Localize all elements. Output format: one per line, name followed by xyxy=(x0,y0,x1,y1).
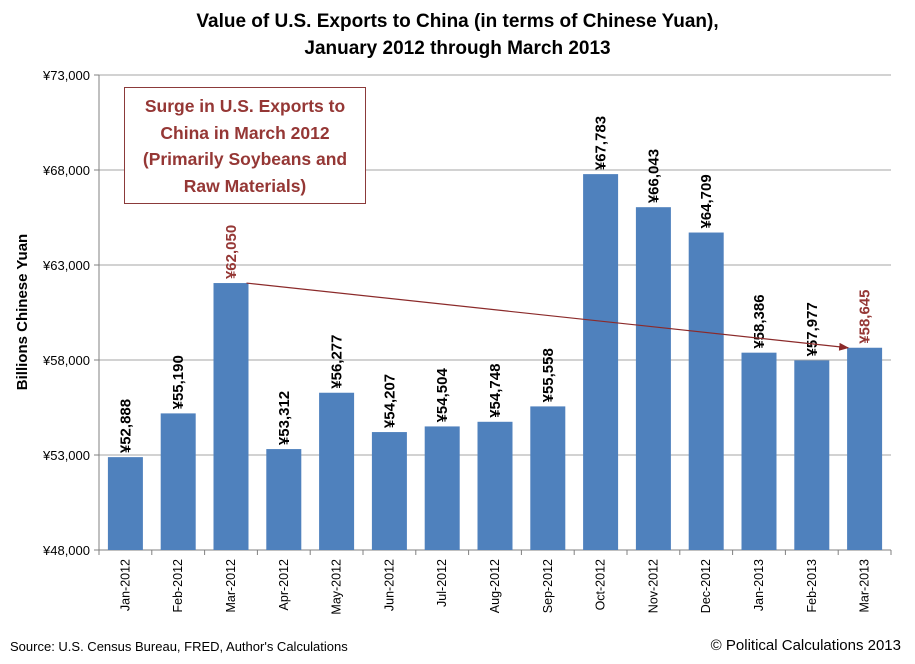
data-label: ¥64,709 xyxy=(698,174,715,228)
bar xyxy=(583,174,619,551)
bar xyxy=(477,421,513,550)
x-tick-label: Feb-2012 xyxy=(171,559,185,613)
y-tick-label: ¥73,000 xyxy=(42,68,90,83)
x-tick-label: Sep-2012 xyxy=(541,559,555,613)
chart-title: Value of U.S. Exports to China (in terms… xyxy=(196,11,719,59)
bars xyxy=(107,174,883,551)
data-label: ¥54,748 xyxy=(487,364,504,418)
bar xyxy=(213,283,249,550)
data-label: ¥57,977 xyxy=(804,302,821,356)
trend-arrow xyxy=(246,282,850,351)
x-axis-ticks: Jan-2012 Feb-2012 Mar-2012 Apr-2012 May-2012… xyxy=(118,559,871,615)
x-tick-label: Feb-2013 xyxy=(805,559,819,613)
data-label: ¥62,050 xyxy=(223,225,240,279)
x-tick-label: Mar-2012 xyxy=(224,559,238,613)
y-tick-label: ¥68,000 xyxy=(42,163,90,178)
data-label: ¥66,043 xyxy=(645,149,662,203)
data-label: ¥53,312 xyxy=(276,391,293,445)
x-tick-label: Nov-2012 xyxy=(646,559,660,613)
data-label: ¥52,888 xyxy=(117,399,134,453)
annotation-callout: Surge in U.S. Exports to China in March … xyxy=(124,87,366,204)
bar xyxy=(794,360,830,550)
bar xyxy=(688,232,724,551)
y-axis-ticks: ¥48,000 ¥53,000 ¥58,000 ¥63,000 ¥68,000 ¥73,0… xyxy=(42,68,90,558)
x-tick-label: Jan-2012 xyxy=(118,559,132,611)
x-tick-label: Apr-2012 xyxy=(277,559,291,610)
data-label: ¥58,386 xyxy=(751,294,768,348)
y-tick-label: ¥53,000 xyxy=(42,448,90,463)
x-tick-label: May-2012 xyxy=(330,559,344,615)
bar xyxy=(160,413,196,550)
data-label: ¥56,277 xyxy=(329,335,346,389)
x-tick-label: Oct-2012 xyxy=(594,559,608,610)
y-tick-label: ¥48,000 xyxy=(42,543,90,558)
bar xyxy=(741,352,777,550)
x-tick-label: Mar-2013 xyxy=(858,559,872,613)
bar xyxy=(107,457,143,550)
x-tick-label: Dec-2012 xyxy=(699,559,713,613)
data-label: ¥54,207 xyxy=(381,374,398,428)
bar xyxy=(847,347,883,550)
y-tick-label: ¥58,000 xyxy=(42,353,90,368)
y-tick-label: ¥63,000 xyxy=(42,258,90,273)
y-axis-label: Billions Chinese Yuan xyxy=(14,234,31,390)
bar xyxy=(266,449,302,550)
x-tick-label: Jun-2012 xyxy=(382,559,396,611)
x-tick-label: Jul-2012 xyxy=(435,559,449,607)
bar xyxy=(424,426,460,550)
bar xyxy=(635,207,671,551)
x-tick-label: Jan-2013 xyxy=(752,559,766,611)
bar xyxy=(319,392,355,550)
data-label: ¥54,504 xyxy=(434,368,451,423)
data-label: ¥55,190 xyxy=(170,355,187,409)
source-note: Source: U.S. Census Bureau, FRED, Author… xyxy=(10,639,348,654)
bar xyxy=(530,406,566,550)
data-label: ¥55,558 xyxy=(540,348,557,402)
x-tick-label: Aug-2012 xyxy=(488,559,502,613)
bar xyxy=(371,432,407,550)
data-labels: ¥52,888 ¥55,190 ¥62,050 ¥53,312 ¥56,277 ¥54,2… xyxy=(117,116,873,453)
data-label: ¥58,645 xyxy=(857,290,874,344)
copyright-note: © Political Calculations 2013 xyxy=(710,637,901,654)
data-label: ¥67,783 xyxy=(593,116,610,170)
